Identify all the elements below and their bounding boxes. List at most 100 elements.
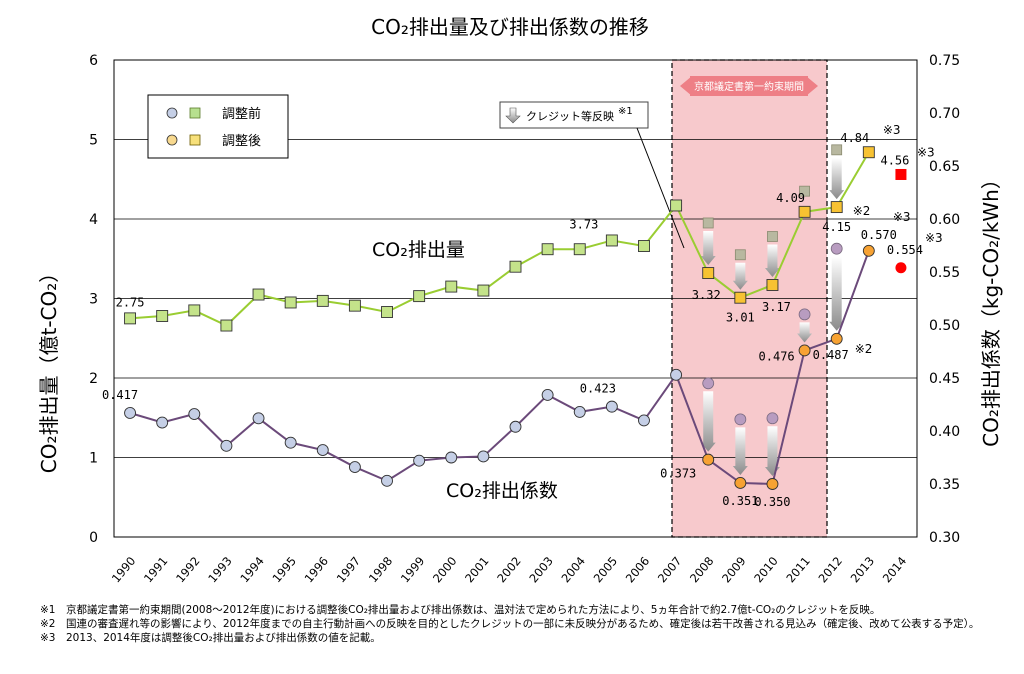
emissions-marker — [638, 240, 650, 252]
emissions-pre-marker — [702, 217, 714, 229]
kyoto-banner-right-arrow — [806, 76, 818, 96]
emissions-marker — [862, 146, 875, 159]
credit-callout-arrow-icon — [505, 107, 521, 124]
data-label: 0.373 — [660, 467, 696, 481]
note-mark: ※3 — [925, 231, 943, 245]
legend-circle-post — [166, 134, 178, 146]
plot-frame — [113, 59, 918, 538]
factor-marker — [895, 262, 907, 274]
x-tick-label: 2014 — [880, 554, 910, 585]
credit-callout-label: クレジット等反映 — [526, 109, 614, 123]
x-tick-label: 2001 — [462, 554, 492, 585]
factor-pre-marker — [734, 413, 747, 426]
emissions-marker — [220, 319, 233, 332]
factor-marker — [766, 478, 779, 490]
factor-pre-marker — [798, 308, 811, 321]
x-tick-label: 1999 — [398, 554, 428, 585]
emissions-pre-marker — [799, 185, 810, 197]
right-tick-label: 0.30 — [929, 530, 960, 546]
emissions-marker — [573, 243, 586, 256]
emissions-marker — [252, 288, 265, 301]
x-tick-label: 1990 — [109, 554, 139, 585]
factor-marker — [509, 420, 522, 433]
factor-adjust-arrow — [797, 322, 813, 343]
x-tick-label: 2004 — [558, 554, 588, 585]
emissions-marker — [798, 205, 811, 218]
x-tick-label: 2000 — [430, 554, 460, 585]
factor-marker — [252, 412, 265, 425]
right-tick-label: 0.40 — [929, 424, 960, 440]
factor-adjust-arrow — [700, 391, 716, 452]
x-tick-label: 2005 — [591, 554, 621, 585]
kyoto-banner-left-arrow — [680, 76, 692, 96]
data-label: 4.56 — [880, 153, 909, 167]
data-label: 0.570 — [861, 228, 897, 242]
data-label: 0.423 — [580, 382, 616, 396]
x-tick-label: 2012 — [815, 554, 845, 585]
factor-marker — [638, 414, 650, 427]
adjustment-arrows — [700, 157, 845, 476]
factor-marker — [573, 405, 586, 418]
x-tick-label: 2002 — [494, 554, 524, 585]
emissions-marker — [445, 280, 458, 293]
factor-marker — [156, 416, 169, 429]
right-tick-label: 0.75 — [929, 53, 960, 69]
emissions-marker — [895, 168, 907, 180]
factor-marker — [734, 476, 747, 489]
emissions-marker — [348, 299, 361, 312]
legend-circle-pre — [166, 107, 178, 119]
right-tick-label: 0.65 — [929, 159, 960, 175]
left-tick-label: 5 — [89, 133, 98, 149]
data-label: 3.01 — [726, 311, 755, 325]
emissions-marker — [766, 279, 779, 291]
note-mark: ※2 — [853, 204, 871, 218]
emissions-marker — [670, 199, 683, 212]
credit-callout-leader — [636, 127, 685, 249]
factor-marker — [605, 400, 618, 413]
left-tick-label: 1 — [89, 451, 98, 467]
x-tick-label: 1996 — [302, 554, 332, 585]
series-markers — [124, 144, 907, 490]
x-tick-label: 2010 — [751, 554, 781, 585]
x-tick-label: 1997 — [334, 554, 364, 585]
emissions-marker — [188, 304, 201, 317]
emissions-marker — [734, 291, 747, 304]
factor-marker — [862, 244, 875, 257]
factor-marker — [348, 461, 361, 473]
factor-pre-marker — [702, 377, 715, 390]
data-label: 4.84 — [840, 131, 869, 145]
credit-callout-mark: ※1 — [618, 106, 633, 117]
emissions-adjust-arrow — [732, 262, 748, 290]
right-tick-label: 0.55 — [929, 265, 960, 281]
factor-adjust-arrow — [764, 426, 780, 476]
note-mark: ※2 — [855, 342, 873, 356]
right-tick-label: 0.45 — [929, 371, 960, 387]
data-label: 0.476 — [759, 349, 795, 363]
x-tick-label: 2009 — [719, 554, 749, 585]
factor-marker — [124, 407, 137, 419]
x-tick-label: 2008 — [687, 554, 717, 585]
x-tick-label: 1995 — [269, 554, 299, 585]
factor-pre-marker — [830, 242, 843, 255]
right-tick-label: 0.70 — [929, 106, 960, 122]
kyoto-band-border — [671, 59, 828, 538]
emissions-marker — [509, 260, 522, 273]
right-tick-label: 0.60 — [929, 212, 960, 228]
kyoto-period-label: 京都議定書第一約束期間 — [694, 80, 804, 93]
data-label: 0.351 — [722, 494, 758, 508]
legend-box — [147, 94, 289, 159]
legend-square-pre — [189, 107, 201, 119]
right-tick-label: 0.35 — [929, 477, 960, 493]
factor-marker — [284, 436, 297, 449]
emissions-adjust-arrow — [764, 244, 780, 277]
data-label: 2.75 — [116, 295, 145, 309]
emissions-pre-marker — [831, 144, 843, 156]
footnotes: ※1 京都議定書第一約束期間(2008～2012年度)における調整後CO₂排出量… — [40, 603, 1000, 645]
note-mark: ※3 — [893, 210, 911, 224]
left-tick-label: 0 — [89, 530, 98, 546]
data-label: 3.32 — [692, 288, 721, 302]
factor-marker — [445, 451, 458, 464]
factor-marker — [220, 439, 233, 452]
emissions-adjust-arrow — [829, 157, 845, 200]
footnote-1: ※1 京都議定書第一約束期間(2008～2012年度)における調整後CO₂排出量… — [40, 604, 881, 616]
